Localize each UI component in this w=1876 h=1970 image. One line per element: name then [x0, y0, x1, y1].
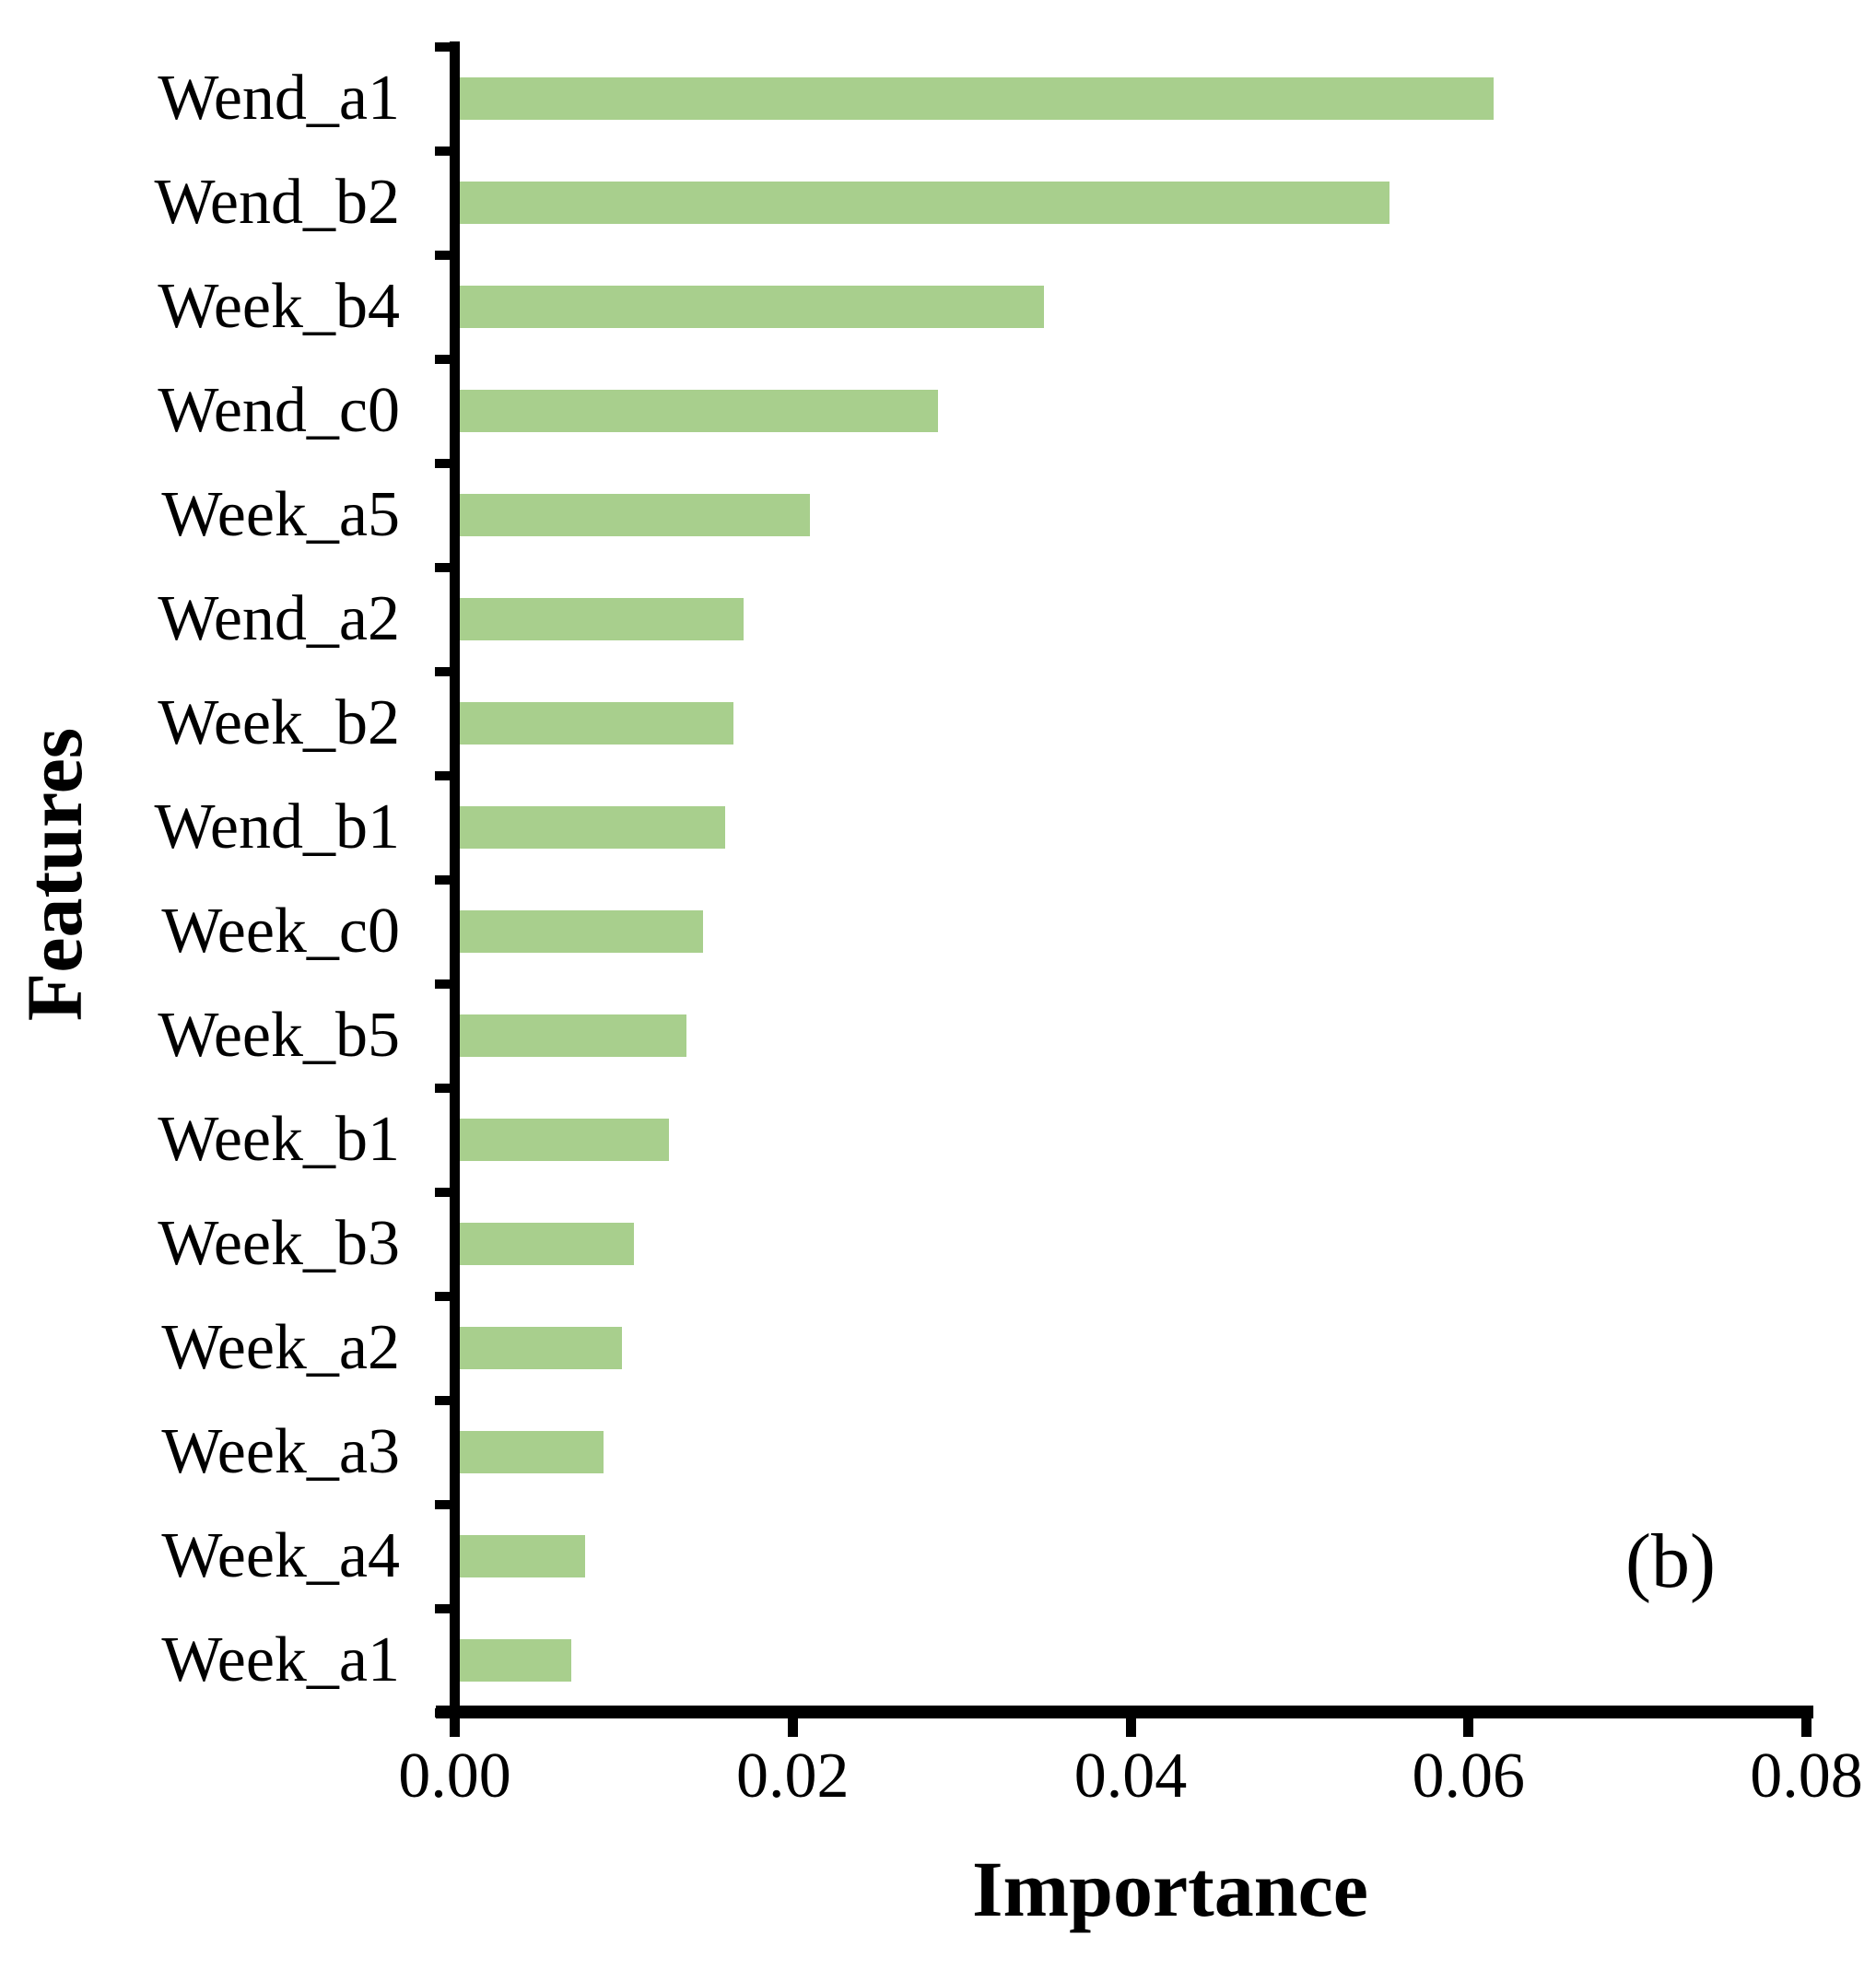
y-tick [435, 41, 451, 52]
y-tick-label: Wend_b1 [154, 792, 400, 862]
bar-Week_a1 [460, 1639, 571, 1682]
bar-Wend_b1 [460, 806, 725, 849]
y-tick-label: Week_a4 [161, 1520, 400, 1591]
y-tick-label: Week_a1 [161, 1624, 400, 1695]
bar-Week_a3 [460, 1431, 604, 1473]
y-tick [435, 1395, 451, 1405]
bar-Week_b1 [460, 1119, 669, 1161]
y-tick [435, 146, 451, 156]
y-tick-label: Week_b1 [158, 1104, 400, 1175]
y-tick-label: Week_c0 [161, 896, 400, 967]
bar-Week_c0 [460, 910, 703, 953]
x-tick [1125, 1718, 1136, 1737]
y-tick-label: Wend_b2 [154, 167, 400, 238]
y-tick-label: Week_a5 [161, 479, 400, 550]
bar-Week_a5 [460, 494, 810, 536]
y-tick [435, 979, 451, 989]
x-tick-label: 0.08 [1750, 1741, 1863, 1812]
y-tick [435, 1707, 451, 1718]
y-tick [435, 770, 451, 780]
x-tick [450, 1718, 460, 1737]
bar-Week_b4 [460, 286, 1044, 328]
bar-Week_b5 [460, 1014, 686, 1057]
y-tick [435, 458, 451, 468]
x-tick-label: 0.04 [1073, 1741, 1188, 1812]
y-tick [435, 1603, 451, 1613]
x-tick [1801, 1718, 1812, 1737]
bar-Week_a2 [460, 1327, 622, 1369]
y-tick-label: Wend_a1 [158, 63, 400, 134]
bar-Week_a4 [460, 1535, 585, 1577]
y-tick [435, 250, 451, 260]
y-tick [435, 354, 451, 364]
y-tick [435, 1291, 451, 1301]
y-tick-label: Week_b2 [158, 687, 400, 758]
y-tick-label: Week_b5 [158, 1000, 400, 1071]
x-axis-line [436, 1706, 1813, 1718]
x-tick-label: 0.02 [736, 1741, 850, 1812]
x-tick [1463, 1718, 1474, 1737]
y-tick [435, 1083, 451, 1093]
y-tick-label: Wend_c0 [158, 375, 400, 446]
y-tick-label: Week_b3 [158, 1208, 400, 1279]
y-tick-label: Week_a2 [161, 1312, 400, 1383]
bar-Wend_c0 [460, 390, 938, 432]
x-tick-label: 0.06 [1412, 1741, 1526, 1812]
y-tick [435, 874, 451, 885]
y-axis-line [450, 41, 460, 1718]
x-axis-title: Importance [972, 1845, 1368, 1933]
x-tick-label: 0.00 [398, 1741, 511, 1812]
bar-Week_b3 [460, 1223, 634, 1265]
bar-Wend_b2 [460, 182, 1389, 224]
bar-Week_b2 [460, 702, 733, 745]
x-tick [787, 1718, 798, 1737]
y-tick-label: Wend_a2 [158, 583, 400, 654]
y-tick [435, 1187, 451, 1197]
bar-Wend_a1 [460, 77, 1494, 120]
y-tick-label: Week_b4 [158, 271, 400, 342]
y-axis-title: Features [10, 727, 99, 1022]
panel-label: (b) [1625, 1519, 1716, 1604]
y-tick-label: Week_a3 [161, 1416, 400, 1487]
y-tick [435, 666, 451, 676]
y-tick [435, 562, 451, 572]
bar-Wend_a2 [460, 598, 744, 640]
y-tick [435, 1499, 451, 1509]
